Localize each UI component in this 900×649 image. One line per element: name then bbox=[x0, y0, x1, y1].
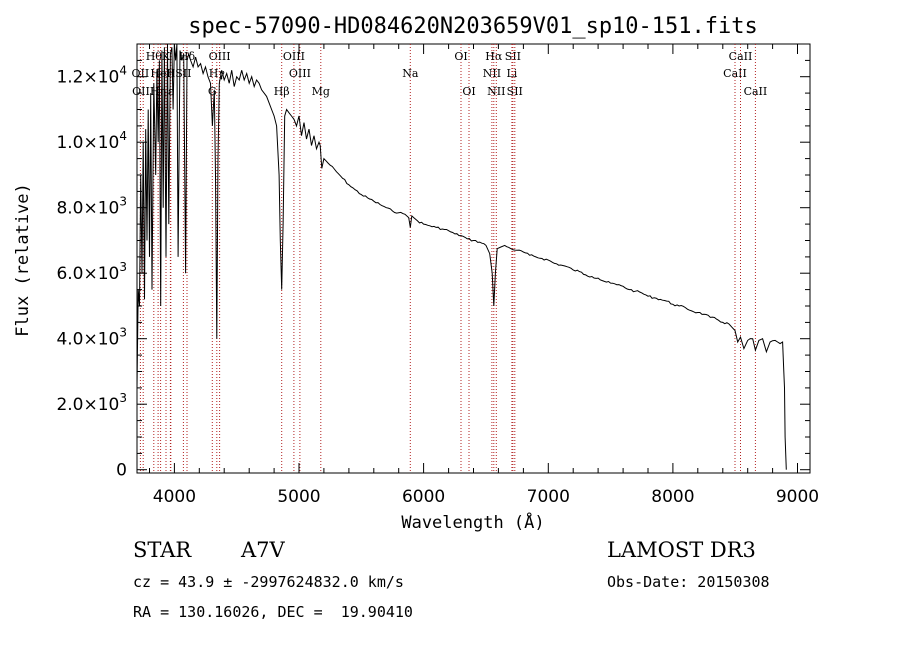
spectral-line-label: CaII bbox=[723, 67, 747, 80]
spectral-line-label: OIII bbox=[283, 50, 305, 63]
spectrum-series-line bbox=[136, 43, 787, 470]
y-tick-exponent: 3 bbox=[119, 260, 127, 274]
spectral-line-label: Mg bbox=[312, 85, 330, 98]
spectral-line-label: CaII bbox=[744, 85, 768, 98]
y-tick-exponent: 4 bbox=[119, 129, 127, 143]
spectral-line-markers: OIIOIIIHθHηHeIKHεSIIHδGHγOIIIHβOIIIOIIIM… bbox=[132, 44, 768, 473]
spectral-line-label: SII bbox=[505, 50, 521, 63]
y-tick-exponent: 3 bbox=[119, 391, 127, 405]
spectral-line-label: NII bbox=[483, 67, 501, 80]
x-tick-label: 5000 bbox=[277, 487, 320, 507]
y-tick-mantissa: 6.0×10 bbox=[56, 264, 119, 284]
spectral-line-label: Hδ bbox=[179, 50, 196, 63]
spectral-line-label: Li bbox=[506, 67, 517, 80]
y-tick-mantissa: 0 bbox=[116, 461, 127, 481]
spectral-line-label: OII bbox=[132, 67, 150, 80]
spectral-line-label: OIII bbox=[209, 50, 231, 63]
spectral-line-label: NII bbox=[487, 85, 505, 98]
y-tick-label: 2.0×103 bbox=[56, 391, 127, 415]
object-class: STAR bbox=[133, 538, 192, 562]
y-tick-label: 0 bbox=[116, 461, 127, 481]
y-tick-label: 6.0×103 bbox=[56, 260, 127, 284]
x-tick-label: 9000 bbox=[776, 487, 819, 507]
spectral-line-label: G bbox=[208, 85, 217, 98]
spectral-line-label: Hγ bbox=[209, 67, 226, 80]
spectral-line-label: CaII bbox=[729, 50, 753, 63]
x-tick-label: 7000 bbox=[527, 487, 570, 507]
spectral-line-label: OIII bbox=[132, 85, 154, 98]
y-tick-exponent: 3 bbox=[119, 326, 127, 340]
y-tick-label: 8.0×103 bbox=[56, 195, 127, 219]
observation-date: Obs-Date: 20150308 bbox=[607, 573, 770, 591]
x-tick-label: 6000 bbox=[402, 487, 445, 507]
spectral-line-label: K bbox=[162, 50, 171, 63]
x-axis-label: Wavelength (Å) bbox=[401, 511, 544, 533]
spectral-line-label: OIII bbox=[289, 67, 311, 80]
object-subclass: A7V bbox=[241, 538, 285, 562]
survey-name: LAMOST DR3 bbox=[607, 538, 756, 562]
chart-title: spec-57090-HD084620N203659V01_sp10-151.f… bbox=[188, 14, 758, 39]
y-tick-mantissa: 2.0×10 bbox=[56, 395, 119, 415]
y-tick-mantissa: 1.2×10 bbox=[56, 68, 119, 88]
coordinates-readout: RA = 130.16026, DEC = 19.90410 bbox=[133, 603, 413, 621]
spectral-line-label: SII bbox=[507, 85, 523, 98]
y-tick-exponent: 4 bbox=[119, 64, 127, 78]
y-tick-exponent: 3 bbox=[119, 195, 127, 209]
spectral-line-label: OI bbox=[454, 50, 467, 63]
y-tick-mantissa: 1.0×10 bbox=[56, 133, 119, 153]
x-tick-label: 4000 bbox=[153, 487, 196, 507]
redshift-readout: cz = 43.9 ± -2997624832.0 km/s bbox=[133, 573, 404, 591]
y-tick-mantissa: 4.0×10 bbox=[56, 330, 119, 350]
y-tick-label: 1.0×104 bbox=[56, 129, 127, 153]
spectral-line-label: Na bbox=[402, 67, 419, 80]
y-tick-label: 4.0×103 bbox=[56, 326, 127, 350]
spectral-line-label: Hβ bbox=[274, 85, 290, 98]
y-axis-label: Flux (relative) bbox=[13, 183, 33, 337]
y-tick-label: 1.2×104 bbox=[56, 64, 127, 88]
x-axis: 4000 5000 6000 7000 8000 9000 bbox=[149, 44, 819, 507]
spectral-line-label: Hα bbox=[485, 50, 503, 63]
spectral-line-label: ε bbox=[168, 85, 174, 98]
x-tick-label: 8000 bbox=[651, 487, 694, 507]
y-tick-mantissa: 8.0×10 bbox=[56, 199, 119, 219]
spectral-line-label: OI bbox=[462, 85, 475, 98]
y-axis: 02.0×1034.0×1036.0×1038.0×1031.0×1041.2×… bbox=[56, 59, 810, 481]
plot-frame bbox=[136, 43, 811, 474]
spectral-line-label: HeI bbox=[150, 67, 170, 80]
